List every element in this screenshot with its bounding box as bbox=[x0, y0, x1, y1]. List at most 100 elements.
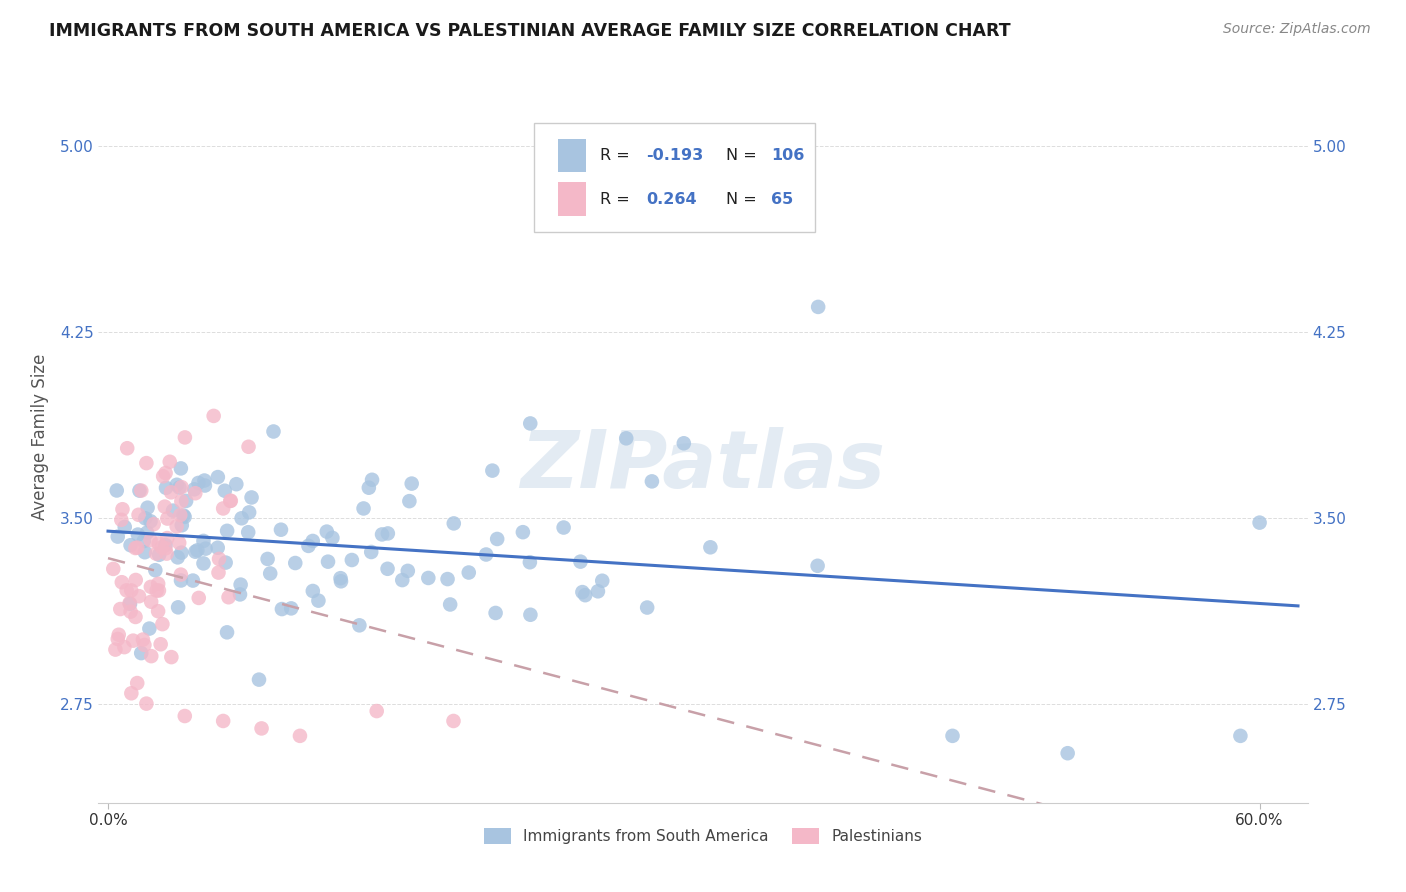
Immigrants from South America bbox=[284, 556, 307, 570]
Immigrants from South America bbox=[519, 417, 541, 431]
Palestinians bbox=[160, 485, 183, 500]
Immigrants from South America bbox=[418, 571, 440, 585]
Palestinians bbox=[127, 676, 149, 690]
Immigrants from South America bbox=[194, 541, 217, 556]
Immigrants from South America bbox=[614, 431, 637, 445]
Immigrants from South America bbox=[353, 501, 375, 516]
Immigrants from South America bbox=[315, 524, 337, 539]
Text: ZIPatlas: ZIPatlas bbox=[520, 427, 886, 506]
Text: N =: N = bbox=[727, 148, 762, 163]
Immigrants from South America bbox=[170, 574, 193, 588]
Immigrants from South America bbox=[167, 600, 190, 615]
Immigrants from South America bbox=[256, 552, 278, 566]
Palestinians bbox=[142, 517, 165, 532]
Palestinians bbox=[135, 456, 157, 470]
Palestinians bbox=[219, 494, 242, 508]
Immigrants from South America bbox=[401, 476, 423, 491]
Immigrants from South America bbox=[571, 585, 593, 599]
Palestinians bbox=[107, 628, 129, 642]
Palestinians bbox=[160, 650, 183, 665]
Immigrants from South America bbox=[439, 598, 461, 612]
Palestinians bbox=[103, 562, 125, 576]
Immigrants from South America bbox=[181, 574, 204, 588]
Palestinians bbox=[120, 686, 142, 700]
Palestinians bbox=[219, 493, 242, 508]
Immigrants from South America bbox=[398, 494, 420, 508]
Palestinians bbox=[134, 638, 156, 652]
Palestinians bbox=[128, 508, 150, 522]
Immigrants from South America bbox=[377, 562, 399, 576]
Palestinians bbox=[443, 714, 465, 728]
Palestinians bbox=[107, 632, 129, 646]
Immigrants from South America bbox=[271, 602, 294, 616]
Immigrants from South America bbox=[636, 600, 658, 615]
Immigrants from South America bbox=[519, 555, 541, 569]
Palestinians bbox=[212, 501, 235, 516]
Immigrants from South America bbox=[641, 475, 664, 489]
Immigrants from South America bbox=[569, 555, 592, 569]
Immigrants from South America bbox=[259, 566, 281, 581]
Palestinians bbox=[212, 714, 235, 728]
Immigrants from South America bbox=[481, 464, 503, 478]
Immigrants from South America bbox=[194, 478, 217, 492]
Immigrants from South America bbox=[134, 511, 156, 525]
Palestinians bbox=[170, 567, 193, 582]
Palestinians bbox=[202, 409, 225, 423]
Legend: Immigrants from South America, Palestinians: Immigrants from South America, Palestini… bbox=[478, 822, 928, 850]
Immigrants from South America bbox=[183, 483, 205, 497]
Palestinians bbox=[125, 573, 148, 587]
Palestinians bbox=[288, 729, 311, 743]
Text: N =: N = bbox=[727, 192, 762, 207]
Immigrants from South America bbox=[807, 300, 830, 314]
Palestinians bbox=[115, 442, 138, 456]
Immigrants from South America bbox=[143, 563, 166, 577]
Immigrants from South America bbox=[114, 520, 136, 534]
Text: R =: R = bbox=[600, 192, 634, 207]
Immigrants from South America bbox=[457, 566, 479, 580]
Palestinians bbox=[152, 469, 174, 483]
Palestinians bbox=[148, 583, 170, 598]
Palestinians bbox=[148, 536, 170, 550]
Immigrants from South America bbox=[297, 539, 319, 553]
Palestinians bbox=[120, 583, 142, 598]
Immigrants from South America bbox=[207, 541, 229, 555]
Palestinians bbox=[153, 500, 176, 514]
Palestinians bbox=[149, 637, 172, 651]
Immigrants from South America bbox=[229, 587, 252, 601]
Immigrants from South America bbox=[138, 622, 160, 636]
Palestinians bbox=[167, 536, 190, 550]
Immigrants from South America bbox=[139, 514, 162, 528]
Palestinians bbox=[187, 591, 209, 605]
Palestinians bbox=[139, 533, 162, 548]
Immigrants from South America bbox=[807, 558, 830, 573]
Immigrants from South America bbox=[247, 673, 270, 687]
Palestinians bbox=[122, 633, 145, 648]
Palestinians bbox=[128, 589, 150, 603]
Immigrants from South America bbox=[307, 593, 329, 607]
Immigrants from South America bbox=[672, 436, 695, 450]
Immigrants from South America bbox=[941, 729, 963, 743]
Palestinians bbox=[110, 513, 132, 527]
Text: IMMIGRANTS FROM SOUTH AMERICA VS PALESTINIAN AVERAGE FAMILY SIZE CORRELATION CHA: IMMIGRANTS FROM SOUTH AMERICA VS PALESTI… bbox=[49, 22, 1011, 40]
Palestinians bbox=[238, 440, 260, 454]
Immigrants from South America bbox=[172, 508, 194, 523]
Palestinians bbox=[145, 547, 167, 561]
Palestinians bbox=[132, 632, 155, 647]
Palestinians bbox=[166, 519, 188, 533]
Palestinians bbox=[141, 595, 163, 609]
Palestinians bbox=[169, 508, 191, 522]
Immigrants from South America bbox=[214, 483, 236, 498]
Palestinians bbox=[135, 697, 157, 711]
Palestinians bbox=[155, 466, 177, 480]
Palestinians bbox=[146, 604, 169, 618]
Immigrants from South America bbox=[238, 525, 260, 540]
Palestinians bbox=[120, 605, 142, 619]
Immigrants from South America bbox=[270, 523, 292, 537]
Immigrants from South America bbox=[1056, 746, 1078, 760]
Palestinians bbox=[155, 541, 177, 556]
Immigrants from South America bbox=[263, 425, 285, 439]
Text: 106: 106 bbox=[772, 148, 804, 163]
Immigrants from South America bbox=[330, 574, 353, 589]
Immigrants from South America bbox=[134, 545, 156, 559]
Palestinians bbox=[174, 430, 197, 444]
